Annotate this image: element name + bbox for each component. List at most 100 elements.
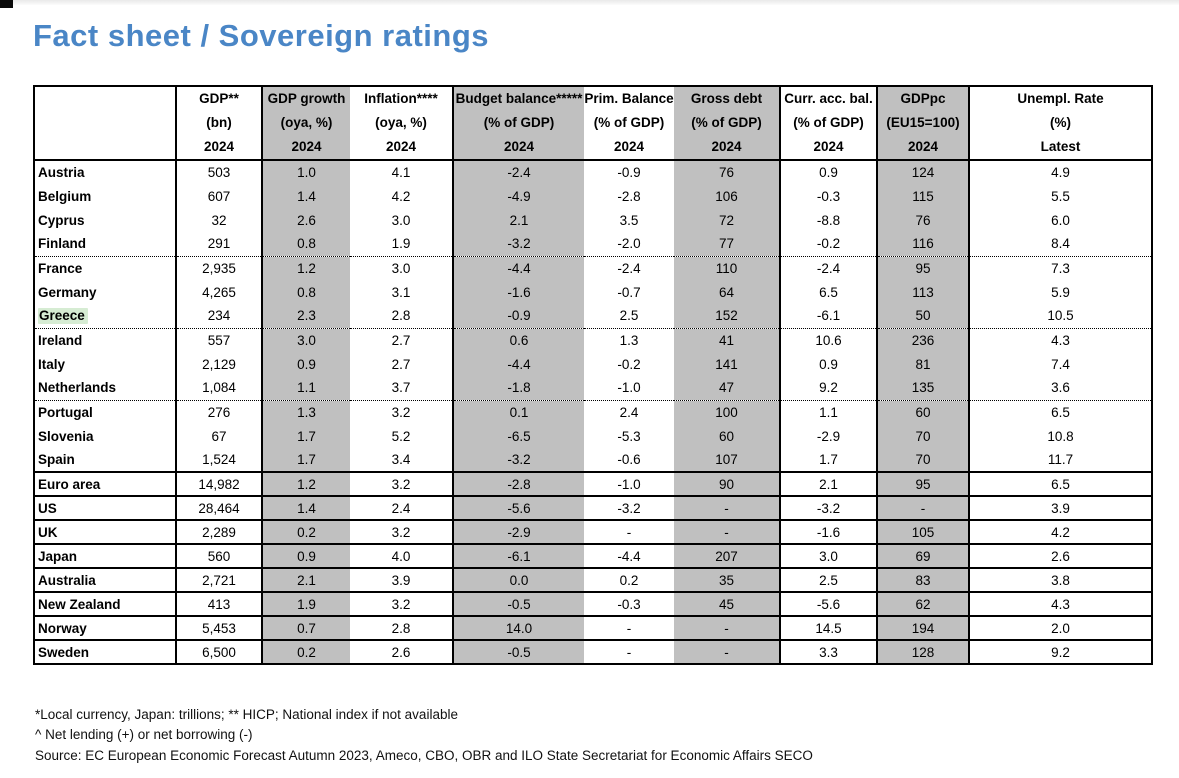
cell-slovenia-curr-acc-bal: -2.9 — [780, 424, 878, 448]
cell-sweden-gross-debt: - — [674, 640, 781, 665]
cell-sweden-gdp: 6,500 — [176, 640, 263, 665]
col-header-line: 2024 — [613, 139, 645, 154]
cell-new-zealand-gdppc: 62 — [877, 592, 970, 617]
cell-netherlands-unempl-rate: 3.6 — [969, 376, 1152, 401]
footnote-line: Source: EC European Economic Forecast Au… — [35, 747, 813, 763]
country-label-portugal: Portugal — [38, 404, 93, 420]
col-header-line — [35, 135, 175, 159]
country-label-slovenia: Slovenia — [38, 428, 94, 444]
country-label-cyprus: Cyprus — [38, 212, 85, 228]
cell-japan-gdp: 560 — [176, 544, 263, 569]
cell-norway-gdp-growth: 0.7 — [262, 616, 350, 641]
col-header-budget-balance: Budget balance***** (% of GDP) 2024 — [453, 86, 584, 161]
table-row-spain: Spain 1,524 1.7 3.4 -3.2 -0.6 107 1.7 70 11.7 — [34, 448, 1152, 473]
cell-germany-gross-debt: 64 — [674, 280, 781, 304]
cell-greece-country: Greece — [34, 304, 177, 329]
cell-netherlands-gdp: 1,084 — [176, 376, 263, 401]
cell-slovenia-gdp-growth: 1.7 — [262, 424, 350, 448]
cell-euro-area-unempl-rate: 6.5 — [969, 472, 1152, 497]
table-row-ireland: Ireland 557 3.0 2.7 0.6 1.3 41 10.6 236 4.3 — [34, 328, 1152, 352]
country-label-norway: Norway — [38, 620, 87, 636]
cell-slovenia-gdp: 67 — [176, 424, 263, 448]
footnote-line: ^ Net lending (+) or net borrowing (-) — [35, 727, 253, 743]
cell-new-zealand-unempl-rate: 4.3 — [969, 592, 1152, 617]
cell-belgium-country: Belgium — [34, 184, 177, 208]
col-header-line: 2024 — [291, 139, 322, 154]
cell-austria-budget-balance: -2.4 — [453, 160, 584, 184]
table-row-italy: Italy 2,129 0.9 2.7 -4.4 -0.2 141 0.9 81 7.4 — [34, 352, 1152, 376]
cell-japan-gdppc: 69 — [877, 544, 970, 569]
cell-italy-country: Italy — [34, 352, 177, 376]
cell-japan-budget-balance: -6.1 — [453, 544, 584, 569]
cell-italy-unempl-rate: 7.4 — [1051, 356, 1070, 372]
cell-portugal-country: Portugal — [34, 400, 177, 424]
cell-greece-curr-acc-bal: -6.1 — [780, 304, 878, 329]
cell-new-zealand-prim-balance: -0.3 — [584, 592, 674, 617]
cell-japan-inflation: 4.0 — [350, 544, 454, 569]
cell-greece-budget-balance: -0.9 — [453, 304, 584, 329]
cell-france-country: France — [34, 256, 177, 280]
cell-austria-gdp-growth: 1.0 — [262, 160, 350, 184]
col-header-line: (oya, %) — [375, 115, 427, 130]
cell-uk-unempl-rate: 4.2 — [969, 520, 1152, 545]
cell-austria-prim-balance: -0.9 — [617, 165, 641, 180]
cell-austria-inflation: 4.1 — [350, 160, 454, 184]
cell-cyprus-curr-acc-bal: -8.8 — [780, 208, 878, 232]
cell-belgium-gdp-growth: 1.4 — [262, 184, 350, 208]
country-label-us: US — [38, 500, 57, 516]
cell-spain-gdp-growth: 1.7 — [262, 448, 350, 473]
cell-sweden-curr-acc-bal: 3.3 — [780, 640, 878, 665]
cell-slovenia-gdppc: 70 — [877, 424, 970, 448]
cell-spain-gross-debt: 107 — [674, 448, 781, 473]
cell-japan-country: Japan — [34, 544, 177, 569]
cell-france-gross-debt: 110 — [674, 256, 781, 280]
cell-austria-gross-debt: 76 — [674, 160, 781, 184]
cell-slovenia-country: Slovenia — [34, 424, 177, 448]
cell-finland-gross-debt: 77 — [674, 232, 781, 257]
cell-uk-gdp-growth: 0.2 — [262, 520, 350, 545]
cell-japan-curr-acc-bal: 3.0 — [780, 544, 878, 569]
cell-norway-gdppc: 194 — [877, 616, 970, 641]
cell-netherlands-inflation: 3.7 — [350, 376, 454, 401]
cell-spain-gdp: 1,524 — [176, 448, 263, 473]
cell-japan-prim-balance: -4.4 — [584, 544, 674, 569]
cell-portugal-gdppc: 60 — [877, 400, 970, 424]
cell-us-curr-acc-bal: -3.2 — [780, 496, 878, 521]
cell-us-country: US — [34, 496, 177, 521]
country-label-ireland: Ireland — [38, 332, 83, 348]
cell-euro-area-gross-debt: 90 — [674, 472, 781, 497]
cell-norway-country: Norway — [34, 616, 177, 641]
cell-norway-budget-balance: 14.0 — [453, 616, 584, 641]
country-label-japan: Japan — [38, 548, 78, 564]
table-row-greece: Greece 234 2.3 2.8 -0.9 2.5 152 -6.1 50 10.5 — [34, 304, 1152, 329]
table-row-sweden: Sweden 6,500 0.2 2.6 -0.5- -3.3 128 9.2 — [34, 640, 1152, 665]
table-row-france: France 2,935 1.2 3.0 -4.4 -2.4 110 -2.4 95 7.3 — [34, 256, 1152, 280]
sovereign-ratings-table: GDP** (bn) 2024 GDP growth (oya, %) 2024 Infla… — [33, 85, 1153, 665]
cell-new-zealand-gdp: 413 — [176, 592, 263, 617]
table-row-germany: Germany 4,265 0.8 3.1 -1.6 -0.7 64 6.5 113 5.9 — [34, 280, 1152, 304]
table-row-uk: UK 2,289 0.2 3.2 -2.9- - -1.6 105 4.2 — [34, 520, 1152, 545]
header-row: GDP** (bn) 2024 GDP growth (oya, %) 2024 Infla… — [34, 86, 1152, 161]
cell-cyprus-gdp: 32 — [176, 208, 263, 232]
cell-france-prim-balance: -2.4 — [617, 260, 641, 276]
cell-ireland-gdp-growth: 3.0 — [262, 328, 350, 352]
cell-cyprus-gdp-growth: 2.6 — [262, 208, 350, 232]
cell-finland-unempl-rate: 8.4 — [969, 232, 1152, 257]
cell-netherlands-gross-debt: 47 — [674, 376, 781, 401]
cell-ireland-unempl-rate: 4.3 — [1051, 332, 1070, 348]
col-header-line: 2024 — [203, 139, 235, 154]
cell-us-gdp-growth: 1.4 — [262, 496, 350, 521]
cell-euro-area-gdppc: 95 — [877, 472, 970, 497]
cell-australia-budget-balance: 0.0 — [453, 568, 584, 593]
country-label-belgium: Belgium — [38, 188, 92, 204]
cell-australia-prim-balance: 0.2 — [584, 568, 674, 593]
cell-euro-area-gdp-growth: 1.2 — [262, 472, 350, 497]
table-row-netherlands: Netherlands 1,084 1.1 3.7 -1.8 -1.0 47 9.2 135 3.… — [34, 376, 1152, 401]
table-row-australia: Australia 2,721 2.1 3.9 0.0 0.2 35 2.5 83 3.8 — [34, 568, 1152, 593]
col-header-line: Latest — [1040, 139, 1081, 154]
cell-cyprus-budget-balance: 2.1 — [453, 208, 584, 232]
col-header-line: (% of GDP) — [593, 115, 665, 130]
col-header-line: (oya, %) — [280, 115, 333, 130]
cell-cyprus-gross-debt: 72 — [674, 208, 781, 232]
cell-australia-inflation: 3.9 — [350, 568, 454, 593]
